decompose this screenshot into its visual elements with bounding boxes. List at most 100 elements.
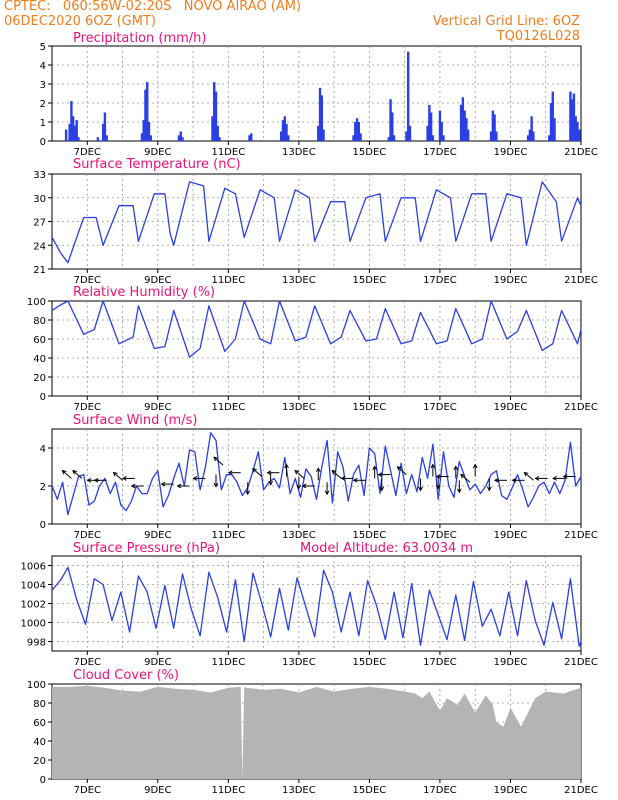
- x-tick-label: 17DEC: [423, 530, 457, 541]
- x-tick-label: 13DEC: [282, 530, 316, 541]
- wind-arrow: [266, 470, 280, 476]
- plot-frame: [51, 173, 582, 270]
- precip-bar: [429, 112, 433, 141]
- wind-arrow-head: [456, 488, 462, 494]
- x-tick-label: 21DEC: [564, 785, 598, 796]
- wind-arrow-head: [324, 490, 330, 496]
- precip-bar: [248, 135, 251, 141]
- wind-arrow-head: [472, 463, 478, 469]
- y-tick-label: 0: [40, 392, 46, 403]
- y-tick-label: 1004: [21, 581, 46, 592]
- precip-bar: [287, 135, 290, 141]
- precip-bar: [428, 104, 431, 141]
- wind-arrow-head: [227, 470, 233, 476]
- y-tick-label: 3: [40, 80, 46, 91]
- precip-bar: [105, 135, 108, 141]
- series-line: [51, 432, 582, 516]
- wind-arrow-shaft: [294, 470, 305, 479]
- y-tick-label: 30: [33, 194, 46, 205]
- wind-arrow: [252, 468, 263, 477]
- wind-arrow-head: [213, 482, 219, 488]
- x-tick-label: 19DEC: [494, 657, 528, 668]
- precip-bar: [463, 110, 466, 141]
- wind-arrow: [352, 477, 366, 483]
- precip-bar: [553, 118, 556, 141]
- precip-bar: [71, 116, 75, 141]
- y-tick-label: 1000: [21, 619, 46, 630]
- x-tick-label: 17DEC: [423, 147, 457, 158]
- wind-arrow-head: [372, 465, 378, 471]
- wind-arrow-shaft: [72, 470, 83, 479]
- precip-bar: [532, 131, 535, 141]
- precip-bar: [322, 129, 325, 141]
- wind-arrow-head: [245, 490, 251, 496]
- x-tick-label: 15DEC: [353, 275, 387, 286]
- precip-bar: [461, 97, 465, 141]
- precip-bar: [493, 114, 496, 141]
- wind-arrow-shaft: [524, 472, 534, 481]
- x-tick-label: 21DEC: [564, 530, 598, 541]
- wind-arrow: [284, 463, 289, 477]
- precip-bar: [406, 51, 410, 142]
- precip-bar: [491, 110, 495, 141]
- y-tick-label: 20: [33, 373, 46, 384]
- y-tick-label: 1002: [21, 600, 46, 611]
- x-tick-label: 11DEC: [211, 530, 245, 541]
- precip-bar: [73, 125, 77, 141]
- wind-arrow: [160, 481, 174, 487]
- precip-bar: [214, 91, 218, 141]
- precip-bar: [250, 133, 253, 141]
- precip-bar: [75, 120, 78, 141]
- precip-bar: [101, 123, 105, 141]
- y-tick-label: 2: [40, 482, 46, 493]
- panel-title: Cloud Cover (%): [73, 668, 179, 683]
- x-tick-label: 13DEC: [282, 402, 316, 413]
- wind-arrow: [301, 483, 315, 489]
- precip-bar: [530, 116, 533, 141]
- y-tick-label: 27: [33, 218, 46, 229]
- wind-arrow-head: [284, 463, 289, 469]
- precip-bar: [103, 112, 107, 141]
- panel-title: Surface Temperature (nC): [73, 157, 241, 172]
- y-tick-label: 21: [33, 265, 46, 276]
- wind-arrow-head: [121, 476, 127, 481]
- wind-arrow-head: [86, 477, 92, 483]
- wind-arrow: [435, 476, 441, 490]
- wind-arrow: [435, 474, 449, 479]
- plot-frame: [51, 555, 582, 652]
- x-tick-label: 15DEC: [353, 530, 387, 541]
- precip-bar: [387, 137, 390, 141]
- precip-bar: [179, 131, 182, 141]
- precip-bar: [218, 137, 221, 141]
- wind-arrow: [294, 469, 305, 479]
- precip-bar: [548, 135, 551, 141]
- precip-bar: [213, 82, 216, 141]
- wind-arrow-head: [61, 469, 67, 475]
- precip-bar: [489, 131, 493, 141]
- y-tick-label: 100: [27, 680, 46, 691]
- precip-bar: [526, 135, 530, 141]
- wind-arrow-head: [315, 467, 321, 473]
- precip-bar: [352, 135, 355, 141]
- y-tick-label: 0: [40, 775, 46, 786]
- precip-bar: [442, 135, 445, 141]
- precip-bar: [549, 103, 553, 141]
- precip-bar: [216, 125, 219, 141]
- header-run-code: TQ0126L028: [496, 29, 580, 44]
- wind-arrow-head: [160, 481, 166, 487]
- cloud-cover-area: [52, 685, 581, 779]
- wind-arrow: [93, 477, 107, 483]
- panel-5: Cloud Cover (%) 0 20 40 60 80 100 7DEC 9DEC 11DEC…: [27, 668, 598, 796]
- wind-arrow-head: [331, 469, 337, 475]
- wind-arrow-head: [435, 474, 441, 479]
- wind-arrow: [372, 465, 378, 479]
- wind-arrow-head: [562, 474, 568, 479]
- y-tick-label: 20: [33, 756, 46, 767]
- x-tick-label: 15DEC: [353, 402, 387, 413]
- y-tick-label: 100: [27, 297, 46, 308]
- x-tick-label: 7DEC: [74, 657, 101, 668]
- panel-3: Surface Wind (m/s) 0 2 4 7DEC 9DEC 11DEC 13DEC 1…: [40, 413, 598, 541]
- y-tick-label: 33: [33, 170, 46, 181]
- y-tick-label: 40: [33, 354, 46, 365]
- wind-arrow: [72, 469, 83, 479]
